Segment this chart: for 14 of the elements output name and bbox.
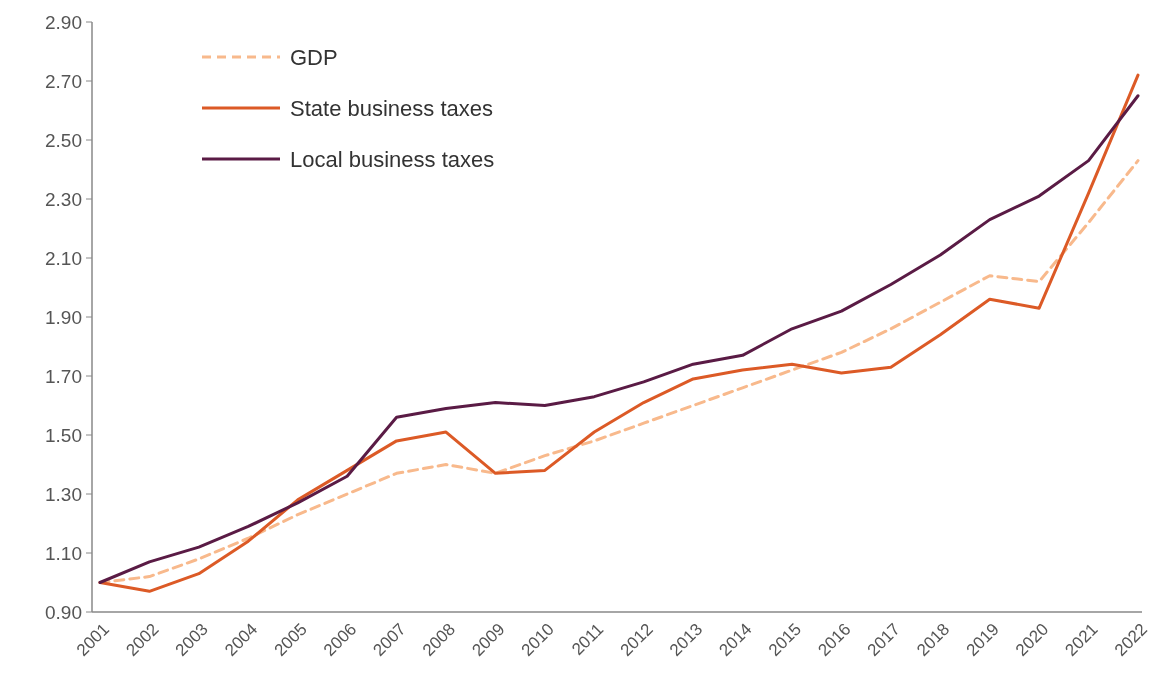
y-tick-label: 1.30 — [45, 483, 82, 505]
legend-label: GDP — [290, 44, 338, 70]
legend-label: State business taxes — [290, 95, 494, 121]
y-tick-label: 2.50 — [45, 129, 82, 151]
y-tick-label: 2.70 — [45, 70, 82, 92]
y-tick-label: 1.10 — [45, 542, 82, 564]
y-tick-label: 1.90 — [45, 306, 82, 328]
y-tick-label: 2.10 — [45, 247, 82, 269]
legend-label: Local business taxes — [290, 146, 495, 172]
y-tick-label: 0.90 — [45, 601, 82, 623]
y-tick-label: 1.70 — [45, 365, 82, 387]
y-tick-label: 2.30 — [45, 188, 82, 210]
y-tick-label: 2.90 — [45, 11, 82, 33]
y-tick-label: 1.50 — [45, 424, 82, 446]
